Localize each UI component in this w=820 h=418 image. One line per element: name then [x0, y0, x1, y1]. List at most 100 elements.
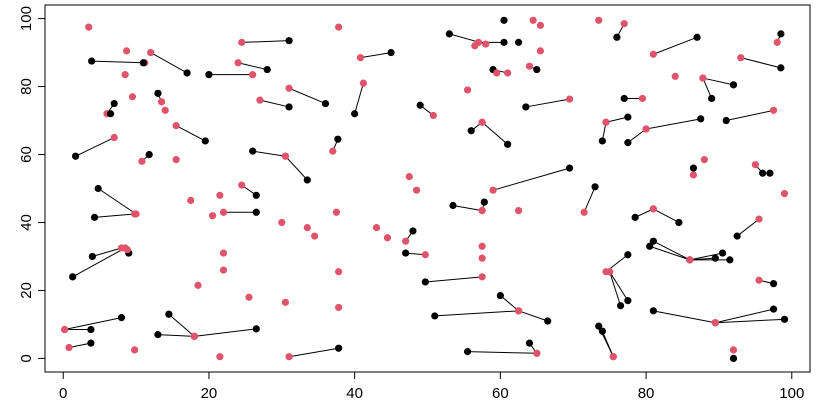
- link: [518, 310, 548, 322]
- point: [145, 150, 153, 159]
- point: [482, 40, 490, 48]
- point: [766, 169, 774, 177]
- point: [123, 47, 131, 55]
- point: [598, 137, 606, 145]
- point: [514, 38, 523, 46]
- point: [536, 21, 545, 29]
- point: [729, 346, 738, 354]
- point: [219, 208, 228, 216]
- point: [252, 191, 260, 199]
- y-tick-label: 40: [18, 214, 35, 231]
- point: [194, 281, 202, 289]
- point: [565, 95, 574, 103]
- point: [205, 71, 213, 79]
- point: [624, 113, 632, 121]
- y-tick-label: 20: [18, 282, 35, 299]
- point: [110, 133, 118, 142]
- point: [219, 249, 228, 257]
- point: [138, 157, 146, 165]
- point: [416, 101, 424, 109]
- x-tick-label: 20: [201, 385, 218, 402]
- point: [157, 98, 166, 106]
- point: [580, 208, 588, 216]
- point: [711, 254, 719, 262]
- link: [157, 334, 195, 337]
- point: [708, 94, 716, 103]
- link: [434, 310, 519, 317]
- link: [94, 213, 135, 218]
- point: [693, 33, 701, 41]
- point: [565, 164, 574, 172]
- point: [624, 297, 632, 305]
- point: [624, 139, 632, 147]
- point: [359, 79, 367, 87]
- point: [238, 181, 246, 189]
- point: [500, 38, 508, 46]
- point: [769, 280, 778, 288]
- x-tick-label: 100: [779, 385, 804, 402]
- point: [777, 30, 785, 38]
- point: [463, 86, 472, 94]
- x-tick-label: 60: [492, 385, 509, 402]
- link: [649, 245, 690, 261]
- point: [303, 223, 311, 232]
- point: [544, 317, 552, 325]
- y-tick-label: 100: [18, 6, 35, 31]
- point: [649, 50, 657, 58]
- point: [489, 186, 497, 194]
- point: [480, 198, 488, 206]
- link: [97, 188, 137, 215]
- point: [429, 111, 437, 120]
- point: [183, 69, 191, 77]
- point: [699, 74, 707, 82]
- point: [478, 118, 486, 126]
- link: [689, 252, 723, 261]
- link: [653, 208, 680, 223]
- point: [478, 254, 486, 262]
- point: [737, 54, 745, 62]
- point: [525, 62, 534, 70]
- point: [117, 244, 126, 252]
- point: [616, 302, 625, 310]
- point: [161, 106, 169, 114]
- point: [751, 161, 759, 169]
- link: [91, 60, 145, 64]
- link: [72, 247, 126, 278]
- point: [281, 298, 290, 306]
- point: [780, 315, 789, 323]
- point: [216, 353, 224, 361]
- point: [187, 196, 195, 204]
- point: [533, 349, 541, 357]
- point: [154, 89, 162, 97]
- link: [241, 40, 290, 43]
- link: [481, 121, 508, 145]
- point: [117, 314, 126, 322]
- plot-frame: [44, 4, 811, 373]
- point: [87, 325, 95, 334]
- point: [421, 251, 429, 259]
- point: [609, 353, 617, 361]
- point: [85, 23, 93, 31]
- point: [606, 268, 614, 276]
- link: [653, 310, 716, 324]
- point: [90, 213, 99, 221]
- point: [139, 59, 147, 67]
- y-tick-label: 0: [18, 354, 35, 362]
- point: [402, 237, 410, 245]
- point: [123, 246, 131, 254]
- link: [288, 347, 339, 358]
- point: [94, 184, 102, 193]
- link: [736, 218, 760, 237]
- point: [463, 348, 472, 356]
- point: [595, 16, 603, 24]
- point: [733, 232, 741, 240]
- point: [110, 99, 118, 108]
- point: [496, 291, 504, 300]
- point: [356, 54, 365, 62]
- point: [769, 305, 778, 313]
- link: [715, 308, 774, 324]
- x-tick-label: 80: [638, 385, 655, 402]
- point: [383, 234, 392, 242]
- point: [431, 312, 439, 320]
- x-tick-label: 40: [346, 385, 363, 402]
